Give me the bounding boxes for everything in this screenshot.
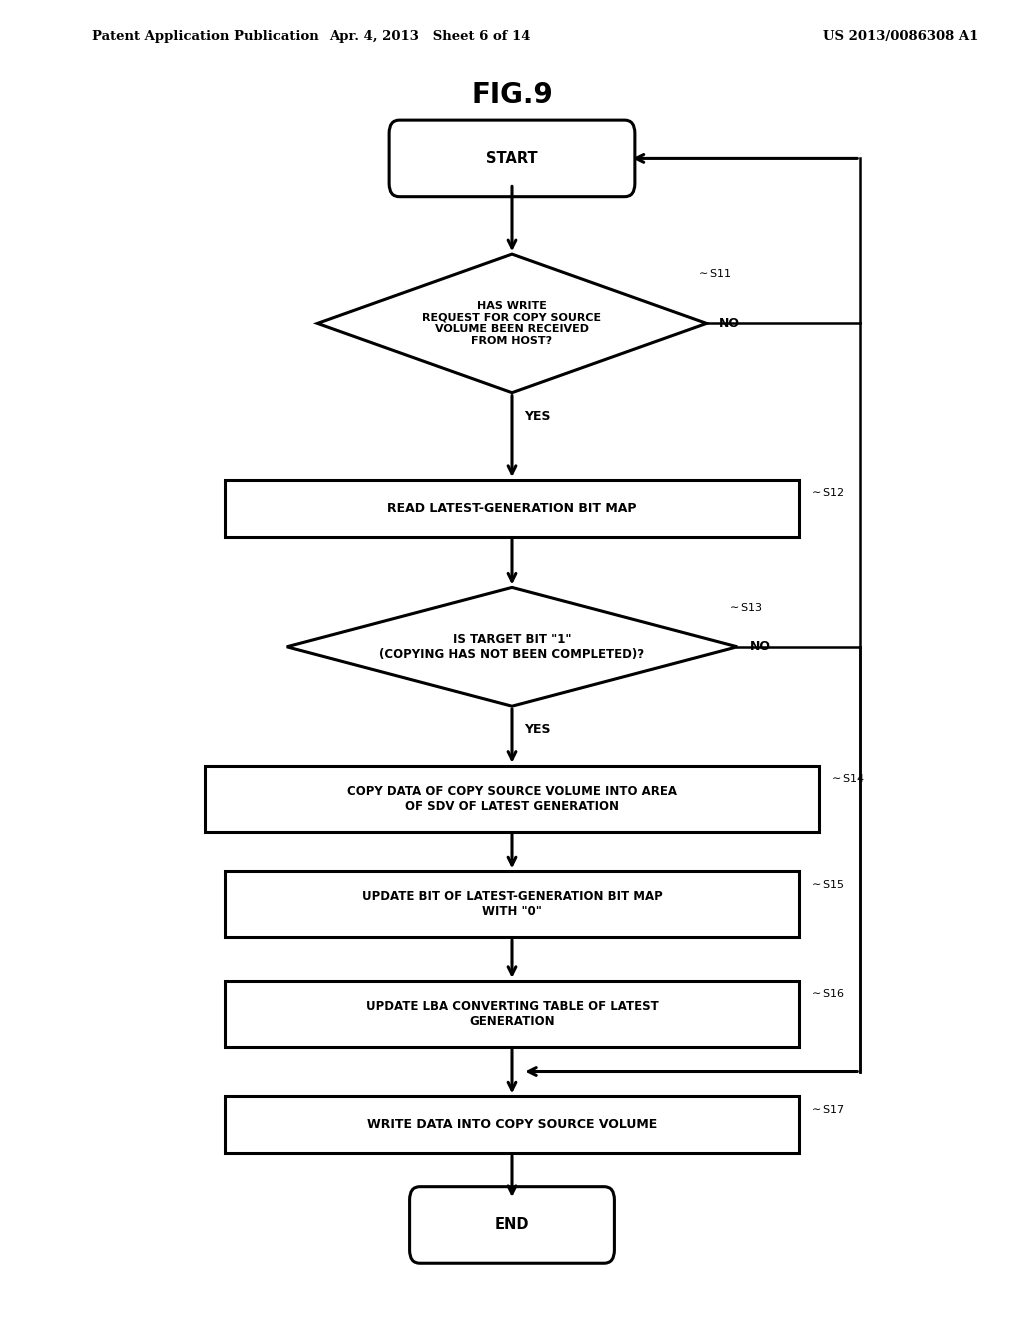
Text: COPY DATA OF COPY SOURCE VOLUME INTO AREA
OF SDV OF LATEST GENERATION: COPY DATA OF COPY SOURCE VOLUME INTO ARE…: [347, 784, 677, 813]
FancyBboxPatch shape: [410, 1187, 614, 1263]
Text: $\mathsf{\sim}$S12: $\mathsf{\sim}$S12: [809, 487, 845, 499]
Text: UPDATE BIT OF LATEST-GENERATION BIT MAP
WITH "0": UPDATE BIT OF LATEST-GENERATION BIT MAP …: [361, 890, 663, 919]
Text: YES: YES: [524, 723, 551, 737]
Text: END: END: [495, 1217, 529, 1233]
Text: $\mathsf{\sim}$S15: $\mathsf{\sim}$S15: [809, 878, 845, 890]
Bar: [225, 981, 799, 1047]
Text: US 2013/0086308 A1: US 2013/0086308 A1: [823, 30, 979, 44]
Bar: [225, 1096, 799, 1154]
Text: $\mathsf{\sim}$S17: $\mathsf{\sim}$S17: [809, 1104, 845, 1115]
Text: START: START: [486, 150, 538, 166]
FancyBboxPatch shape: [389, 120, 635, 197]
Polygon shape: [317, 253, 707, 393]
Text: $\mathsf{\sim}$S13: $\mathsf{\sim}$S13: [727, 601, 763, 612]
Text: $\mathsf{\sim}$S16: $\mathsf{\sim}$S16: [809, 987, 845, 999]
Text: Patent Application Publication: Patent Application Publication: [92, 30, 318, 44]
Bar: [225, 871, 799, 937]
Text: UPDATE LBA CONVERTING TABLE OF LATEST
GENERATION: UPDATE LBA CONVERTING TABLE OF LATEST GE…: [366, 999, 658, 1028]
Text: READ LATEST-GENERATION BIT MAP: READ LATEST-GENERATION BIT MAP: [387, 502, 637, 515]
Bar: [205, 766, 819, 832]
Text: FIG.9: FIG.9: [471, 81, 553, 110]
Text: YES: YES: [524, 411, 551, 422]
Text: WRITE DATA INTO COPY SOURCE VOLUME: WRITE DATA INTO COPY SOURCE VOLUME: [367, 1118, 657, 1131]
Text: $\mathsf{\sim}$S11: $\mathsf{\sim}$S11: [696, 267, 732, 280]
Text: HAS WRITE
REQUEST FOR COPY SOURCE
VOLUME BEEN RECEIVED
FROM HOST?: HAS WRITE REQUEST FOR COPY SOURCE VOLUME…: [423, 301, 601, 346]
Polygon shape: [287, 587, 737, 706]
Bar: [225, 479, 799, 536]
Text: IS TARGET BIT "1"
(COPYING HAS NOT BEEN COMPLETED)?: IS TARGET BIT "1" (COPYING HAS NOT BEEN …: [380, 632, 644, 661]
Text: NO: NO: [719, 317, 740, 330]
Text: $\mathsf{\sim}$S14: $\mathsf{\sim}$S14: [829, 772, 865, 784]
Text: Apr. 4, 2013   Sheet 6 of 14: Apr. 4, 2013 Sheet 6 of 14: [330, 30, 530, 44]
Text: NO: NO: [750, 640, 771, 653]
